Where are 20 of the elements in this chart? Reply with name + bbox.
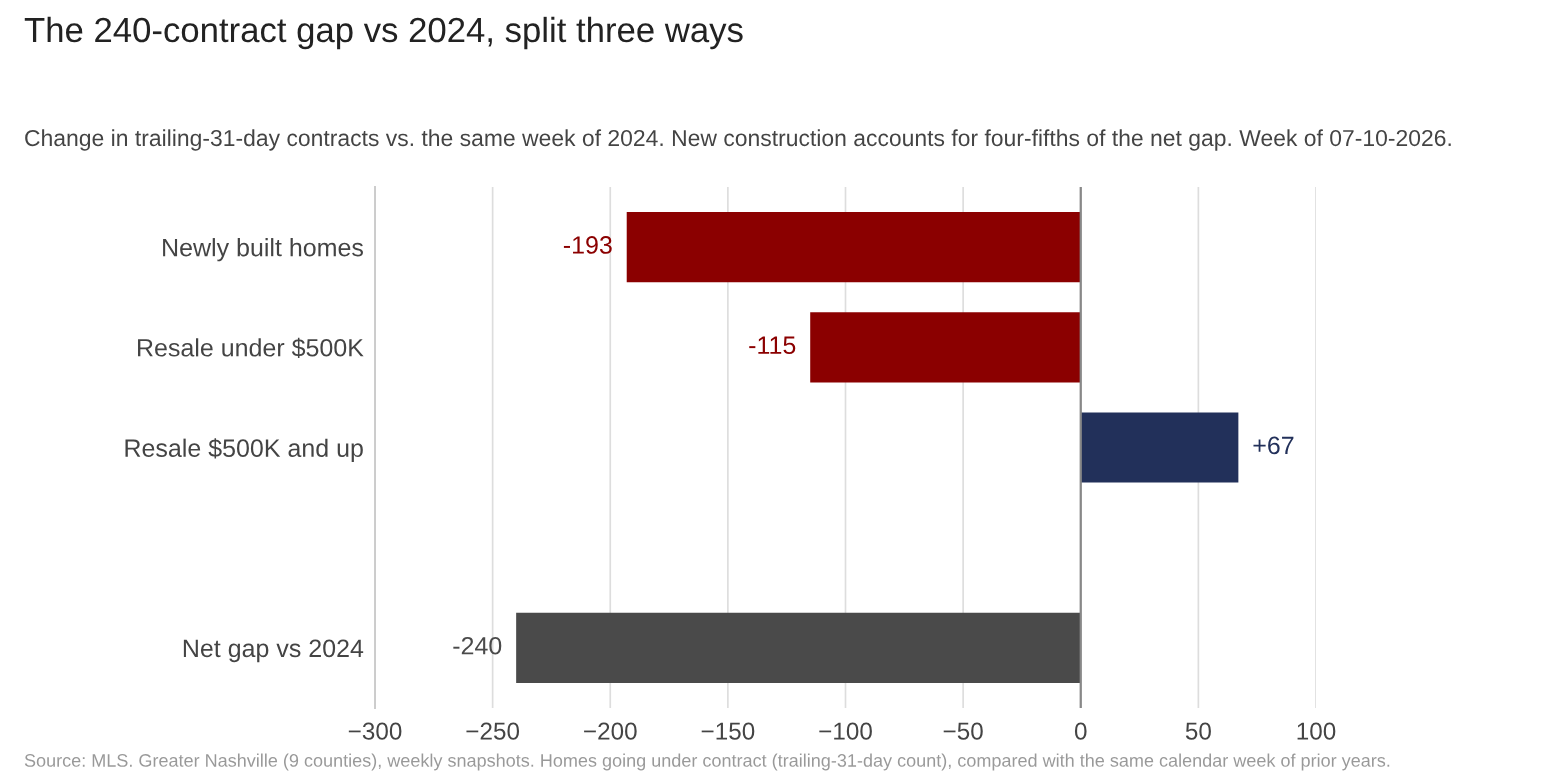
x-tick-label: −150 [701,722,755,740]
x-tick-label: −50 [943,722,983,740]
y-tick-label: Resale under $500K [138,337,364,359]
y-tick-label: Resale $500K and up [125,438,363,462]
x-tick-label: −100 [819,722,872,740]
data-label: -115 [749,336,796,355]
x-tick-label: −250 [466,722,520,740]
x-tick-label: 50 [1185,722,1211,740]
x-tick-label: 100 [1297,722,1336,740]
data-label: -240 [453,636,502,655]
x-tick-label: 0 [1074,722,1087,740]
source-note: Source: MLS. Greater Nashville (9 counties), weekly snapshots. Homes going under contract (trailing-31-day count), compared with the same calendar week of prior years. [24,753,1390,771]
y-tick-label: Newly built homes [163,238,363,262]
data-label: +67 [1253,436,1294,455]
chart-title: The 240-contract gap vs 2024, split three ways [24,16,743,50]
x-tick-label: −300 [348,722,402,740]
x-tick-label: −200 [584,722,637,740]
data-label: -193 [563,236,612,254]
chart-subtitle: Change in trailing-31-day contracts vs. the same week of 2024. New construction accounts for four-fifths of the net gap. Week of 07-10-2026. [25,129,1451,151]
y-tick-label: Net gap vs 2024 [183,639,364,663]
